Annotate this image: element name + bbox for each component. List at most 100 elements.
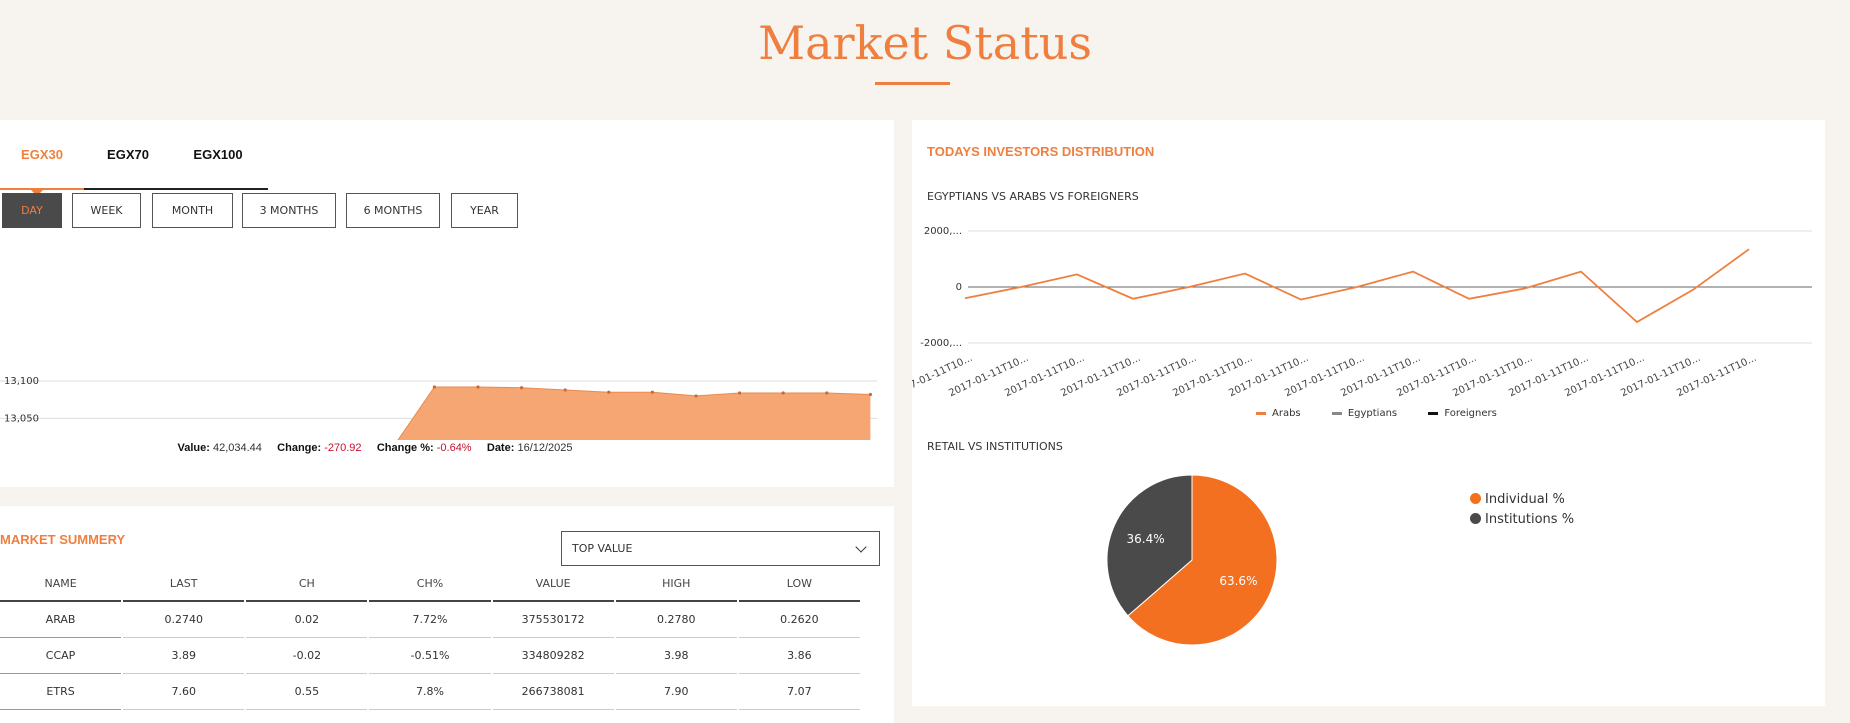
series-line-arabs xyxy=(964,248,1750,324)
column-name: NAME xyxy=(0,566,122,602)
data-point xyxy=(432,385,436,389)
tab-egx100[interactable]: EGX100 xyxy=(193,147,243,162)
value-label: Value: xyxy=(177,442,210,454)
data-point xyxy=(650,390,655,394)
legend-item-arabs[interactable]: Arabs xyxy=(1256,408,1315,419)
y-tick-label: -2000,... xyxy=(920,338,962,349)
y-tick-label: 13,050 xyxy=(4,413,39,424)
range-3-months-button[interactable]: 3 MONTHS xyxy=(242,193,336,228)
range-year-button[interactable]: YEAR xyxy=(451,193,518,228)
legend-label: Individual % xyxy=(1485,492,1565,507)
data-point xyxy=(563,388,567,392)
title-underline xyxy=(875,82,950,85)
cell-low: 7.07 xyxy=(738,674,860,710)
cell-high: 0.2780 xyxy=(615,602,737,638)
table-row[interactable]: CCAP 3.89 -0.02 -0.51% 334809282 3.98 3.… xyxy=(0,638,862,674)
cell-ch: 0.55 xyxy=(246,674,368,710)
investors-distribution-card: TODAYS INVESTORS DISTRIBUTION EGYPTIANS … xyxy=(912,120,1825,706)
cell-low: 0.2620 xyxy=(738,602,860,638)
cell-last: 0.2740 xyxy=(123,602,245,638)
column-last: LAST xyxy=(123,566,245,602)
cell-value: 266738081 xyxy=(492,674,614,710)
data-point xyxy=(476,385,480,389)
line-chart-legend: Arabs Egyptians Foreigners xyxy=(1256,408,1525,419)
page-title: Market Status xyxy=(758,16,1092,70)
index-area-chart: 12,95013,00013,05013,10010:0010:0110:021… xyxy=(0,376,877,440)
line-chart-subheading: EGYPTIANS VS ARABS VS FOREIGNERS xyxy=(927,190,1139,203)
pie-chart-subheading: RETAIL VS INSTITUTIONS xyxy=(927,440,1063,453)
cell-name[interactable]: CCAP xyxy=(0,638,122,674)
table-row[interactable]: ARAB 0.2740 0.02 7.72% 375530172 0.2780 … xyxy=(0,602,862,638)
cell-high: 7.90 xyxy=(615,674,737,710)
investors-heading: TODAYS INVESTORS DISTRIBUTION xyxy=(927,144,1155,159)
cell-ch: -0.02 xyxy=(246,638,368,674)
cell-high: 3.98 xyxy=(615,638,737,674)
cell-value: 375530172 xyxy=(492,602,614,638)
column-high: HIGH xyxy=(615,566,737,602)
pie-slice-label: 63.6% xyxy=(1219,574,1257,588)
change-pct-label: Change %: xyxy=(376,442,434,454)
date-text: 16/12/2025 xyxy=(517,442,573,454)
index-info-row: Value: 42,034.44 Change: -270.92 Change … xyxy=(0,442,750,454)
column-ch-pct: CH% xyxy=(369,566,491,602)
date-label: Date: xyxy=(486,442,515,454)
y-tick-label: 2000,... xyxy=(924,226,962,237)
cell-ch-pct: 7.72% xyxy=(369,602,491,638)
legend-label: Foreigners xyxy=(1444,408,1497,419)
tab-egx30[interactable]: EGX30 xyxy=(21,147,63,162)
legend-swatch-icon xyxy=(1256,411,1266,415)
data-point xyxy=(781,391,785,395)
pie-slice xyxy=(1127,474,1278,646)
index-card: EGX30 EGX70 EGX100 DAY WEEK MONTH 3 MONT… xyxy=(0,120,894,487)
legend-label: Arabs xyxy=(1272,408,1301,419)
data-point xyxy=(694,394,698,398)
range-day-button[interactable]: DAY xyxy=(2,193,62,228)
market-summary-card: MARKET SUMMERY TOP VALUE NAME LAST CH CH… xyxy=(0,506,894,723)
cell-ch-pct: -0.51% xyxy=(369,638,491,674)
pie-slice xyxy=(1106,474,1193,617)
data-point xyxy=(520,386,524,390)
data-point xyxy=(868,392,873,397)
cell-ch-pct: 7.8% xyxy=(369,674,491,710)
legend-swatch-icon xyxy=(1331,411,1342,415)
range-6-months-button[interactable]: 6 MONTHS xyxy=(346,193,440,228)
table-header: NAME LAST CH CH% VALUE HIGH LOW xyxy=(0,566,862,602)
legend-dot-icon xyxy=(1470,513,1481,524)
legend-label: Institutions % xyxy=(1485,512,1575,527)
cell-value: 334809282 xyxy=(492,638,614,674)
y-tick-label: 0 xyxy=(956,282,962,293)
legend-item-institutions[interactable]: Institutions % xyxy=(1470,510,1574,530)
range-week-button[interactable]: WEEK xyxy=(72,193,141,228)
active-tab-underline xyxy=(0,188,84,190)
range-month-button[interactable]: MONTH xyxy=(152,193,233,228)
index-line xyxy=(397,386,871,440)
cell-last: 3.89 xyxy=(123,638,245,674)
summary-sort-select[interactable]: TOP VALUE xyxy=(561,531,880,566)
data-point xyxy=(738,391,742,395)
cell-low: 3.86 xyxy=(738,638,860,674)
legend-swatch-icon xyxy=(1428,411,1439,415)
column-low: LOW xyxy=(738,566,860,602)
legend-item-egyptians[interactable]: Egyptians xyxy=(1331,408,1411,419)
cell-ch: 0.02 xyxy=(246,602,368,638)
cell-name[interactable]: ARAB xyxy=(0,602,122,638)
tab-egx70[interactable]: EGX70 xyxy=(107,147,149,162)
index-area xyxy=(397,386,871,440)
legend-label: Egyptians xyxy=(1347,408,1398,419)
legend-item-foreigners[interactable]: Foreigners xyxy=(1428,408,1511,419)
cell-last: 7.60 xyxy=(123,674,245,710)
cell-name[interactable]: ETRS xyxy=(0,674,122,710)
change-text: -270.92 xyxy=(324,442,362,454)
data-point xyxy=(825,391,829,395)
pie-slice-label: 36.4% xyxy=(1127,532,1165,546)
investors-line-chart: 2000,...0-2000,...2017-01-11T10...2017-0… xyxy=(912,226,1812,399)
pie-legend: Individual % Institutions % xyxy=(1470,490,1574,530)
retail-institutions-pie: 63.6% 36.4% xyxy=(1106,474,1278,646)
change-label: Change: xyxy=(277,442,322,454)
index-tabs: EGX30 EGX70 EGX100 xyxy=(0,140,268,196)
legend-item-individual[interactable]: Individual % xyxy=(1470,490,1574,510)
summary-sort-value: TOP VALUE xyxy=(572,542,633,555)
column-value: VALUE xyxy=(492,566,614,602)
market-summary-table: NAME LAST CH CH% VALUE HIGH LOW ARAB 0.2… xyxy=(0,566,862,710)
table-row[interactable]: ETRS 7.60 0.55 7.8% 266738081 7.90 7.07 xyxy=(0,674,862,710)
